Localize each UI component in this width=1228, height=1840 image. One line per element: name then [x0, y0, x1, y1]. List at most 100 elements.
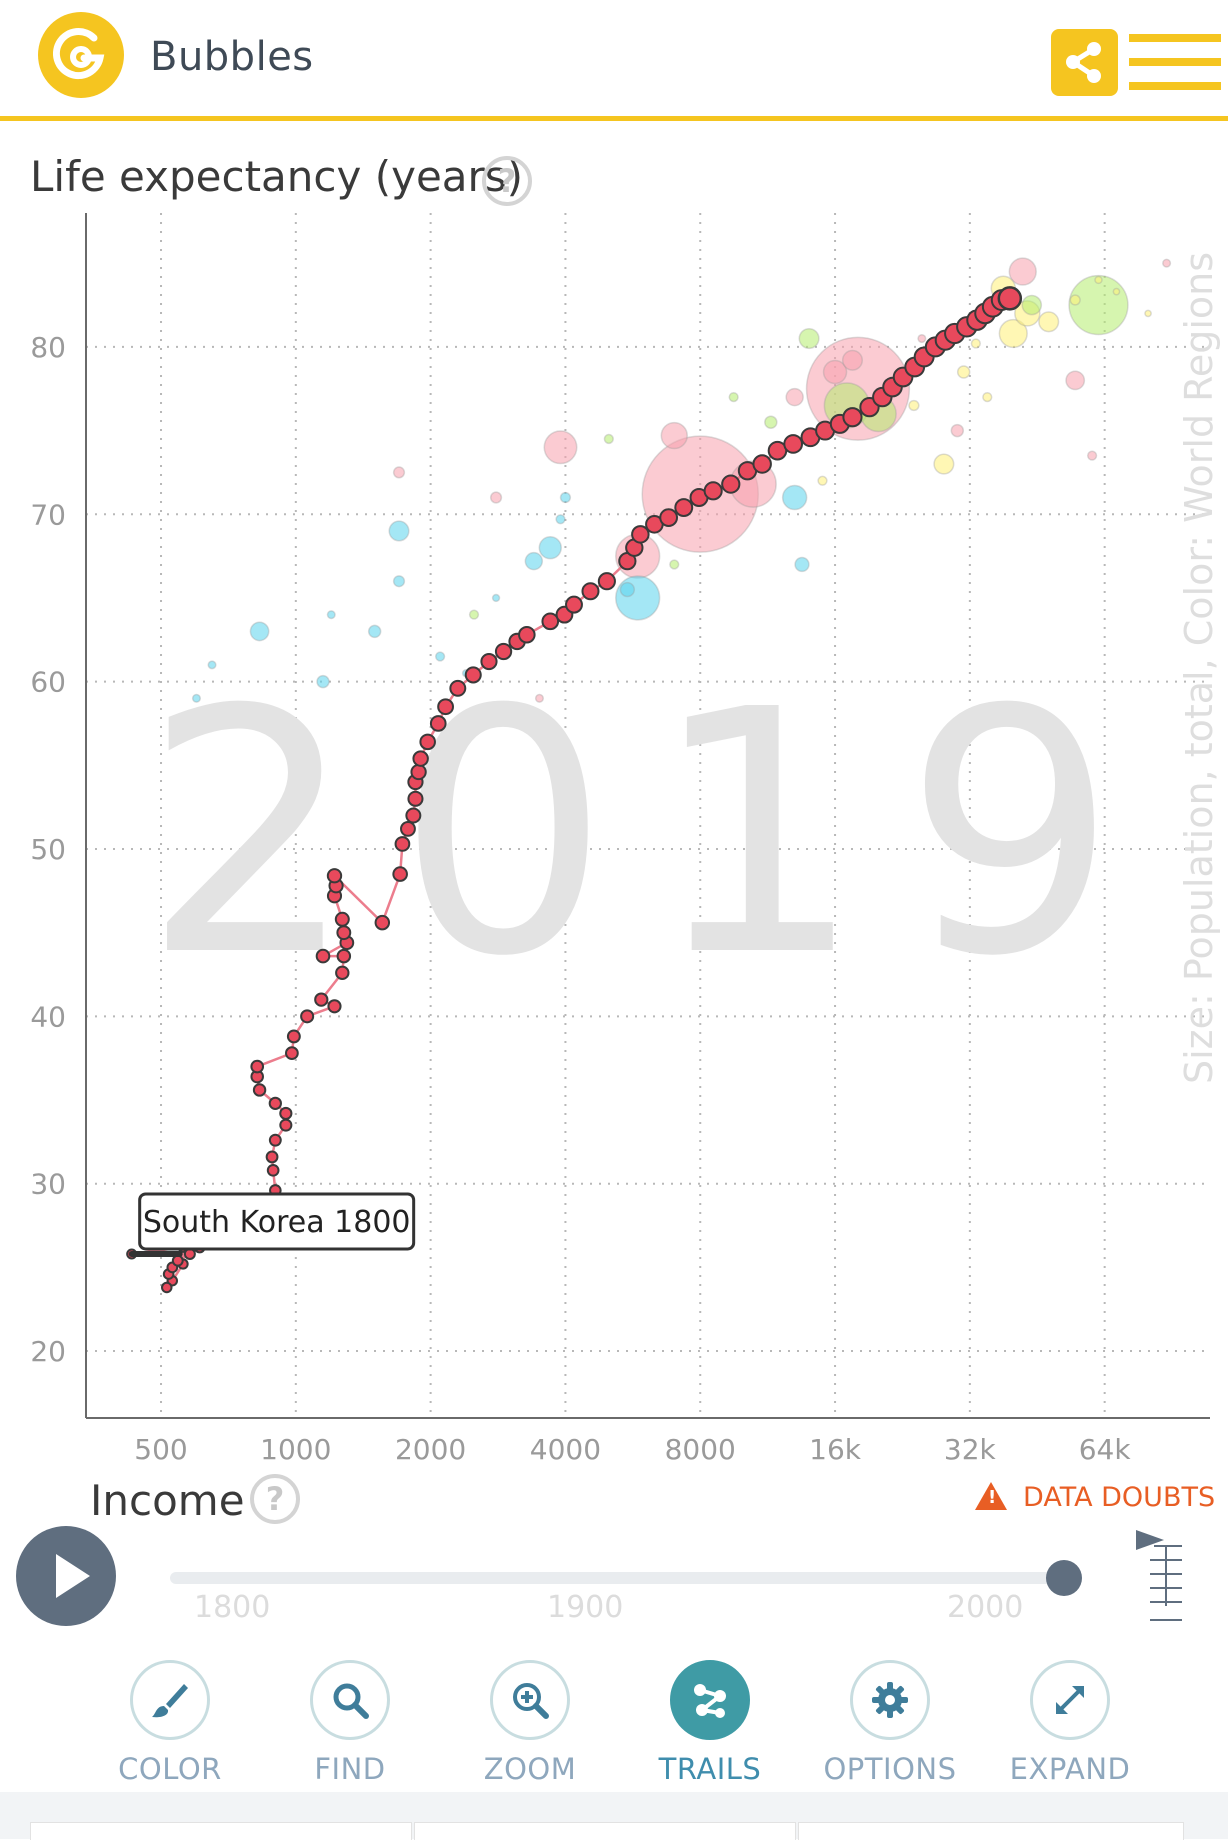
trail-point[interactable]	[400, 820, 416, 837]
trail-point[interactable]	[437, 698, 454, 716]
bubble-layer[interactable]	[191, 257, 1172, 703]
trail-point[interactable]	[464, 666, 482, 684]
speed-control-icon[interactable]	[1134, 1530, 1184, 1626]
country-bubble[interactable]	[998, 318, 1028, 349]
trail-point[interactable]	[300, 1009, 315, 1024]
country-bubble[interactable]	[841, 349, 864, 371]
trail-point[interactable]	[183, 1248, 196, 1260]
country-bubble[interactable]	[543, 430, 578, 465]
trail-point[interactable]	[336, 925, 352, 941]
trail-point[interactable]	[581, 582, 600, 601]
country-bubble[interactable]	[982, 391, 993, 403]
country-bubble[interactable]	[817, 475, 828, 486]
play-button[interactable]	[16, 1526, 116, 1626]
country-bubble[interactable]	[798, 327, 820, 350]
trail-point[interactable]	[631, 525, 650, 544]
trail-point[interactable]	[161, 1281, 173, 1294]
trail-point[interactable]	[410, 763, 427, 781]
country-bubble[interactable]	[669, 559, 680, 570]
country-bubble[interactable]	[950, 423, 965, 438]
country-bubble[interactable]	[1065, 370, 1086, 391]
trail-point[interactable]	[374, 914, 391, 931]
country-bubble[interactable]	[781, 484, 808, 511]
country-bubble[interactable]	[1144, 309, 1152, 318]
country-bubble[interactable]	[489, 491, 503, 504]
trail-point[interactable]	[335, 965, 350, 981]
trail-point[interactable]	[674, 498, 694, 517]
trail-point[interactable]	[286, 1029, 301, 1044]
country-bubble[interactable]	[970, 338, 981, 349]
trail-point[interactable]	[659, 508, 679, 527]
trail-point[interactable]	[279, 1106, 293, 1120]
country-bubble[interactable]	[764, 415, 778, 429]
country-bubble[interactable]	[538, 536, 562, 560]
trail-point[interactable]	[336, 948, 352, 964]
trail-point[interactable]	[250, 1059, 265, 1074]
trail-point[interactable]	[419, 733, 436, 751]
size-color-label[interactable]: Size: Population, total, Color: World Re…	[1177, 252, 1221, 1084]
country-bubble[interactable]	[785, 387, 804, 407]
trail-point[interactable]	[752, 454, 772, 474]
country-bubble[interactable]	[956, 365, 971, 379]
trail-point[interactable]	[284, 1046, 299, 1061]
trails-button[interactable]: TRAILS	[620, 1660, 800, 1786]
trail-point[interactable]	[265, 1150, 279, 1164]
country-bubble[interactable]	[619, 581, 636, 598]
hamburger-menu-icon[interactable]	[1129, 34, 1221, 92]
country-bubble[interactable]	[1094, 275, 1103, 285]
trail-point[interactable]	[429, 715, 447, 732]
country-bubble[interactable]	[468, 609, 480, 620]
trail-point[interactable]	[721, 474, 741, 494]
data-doubts-link[interactable]: DATA DOUBTS	[975, 1482, 1215, 1513]
trail-point[interactable]	[327, 999, 342, 1014]
country-bubble[interactable]	[1162, 258, 1172, 268]
country-bubble[interactable]	[191, 693, 202, 703]
country-bubble[interactable]	[1112, 287, 1121, 296]
country-bubble[interactable]	[1038, 311, 1060, 333]
trail-point[interactable]	[494, 642, 513, 661]
country-bubble[interactable]	[555, 514, 566, 525]
y-axis-title[interactable]: Life expectancy (years)	[30, 152, 524, 201]
country-bubble[interactable]	[1086, 450, 1098, 461]
trail-point[interactable]	[268, 1096, 282, 1111]
country-bubble[interactable]	[534, 693, 545, 703]
country-bubble[interactable]	[1008, 257, 1037, 286]
x-axis-help-icon[interactable]: ?	[250, 1474, 300, 1524]
country-bubble[interactable]	[908, 399, 920, 412]
country-bubble[interactable]	[933, 453, 955, 475]
trail-tooltip[interactable]: South Korea 1800	[128, 1192, 416, 1257]
trail-point[interactable]	[407, 790, 424, 807]
current-country-bubble[interactable]	[997, 286, 1023, 311]
country-bubble[interactable]	[249, 621, 270, 642]
trail-point[interactable]	[405, 807, 422, 824]
country-bubble[interactable]	[388, 520, 410, 542]
trail-point[interactable]	[412, 750, 429, 767]
y-axis-help-icon[interactable]: ?	[482, 156, 532, 206]
share-button[interactable]	[1051, 29, 1118, 96]
country-bubble[interactable]	[434, 651, 446, 662]
bubble-chart[interactable]: 2019 Size: Population, total, Color: Wor…	[0, 200, 1228, 1460]
country-bubble[interactable]	[367, 624, 382, 639]
trail-point[interactable]	[480, 652, 498, 671]
color-button[interactable]: COLOR	[80, 1660, 260, 1786]
trail-point[interactable]	[518, 625, 536, 644]
trail-point[interactable]	[783, 434, 804, 454]
trail-point[interactable]	[279, 1118, 293, 1132]
timeline-track[interactable]	[170, 1572, 1066, 1584]
trail-point[interactable]	[252, 1083, 267, 1097]
options-button[interactable]: OPTIONS	[800, 1660, 980, 1786]
trail-point[interactable]	[326, 868, 343, 884]
country-bubble[interactable]	[326, 610, 336, 620]
gapminder-logo-icon[interactable]	[38, 12, 124, 98]
trail-point[interactable]	[268, 1133, 282, 1147]
bottom-card[interactable]	[798, 1822, 1184, 1840]
country-bubble[interactable]	[615, 575, 661, 621]
country-bubble[interactable]	[728, 391, 739, 403]
trail-point[interactable]	[266, 1163, 280, 1177]
trail-point[interactable]	[703, 481, 723, 501]
x-axis-title[interactable]: Income	[90, 1476, 245, 1525]
trail-point[interactable]	[334, 911, 350, 927]
find-button[interactable]: FIND	[260, 1660, 440, 1786]
trail-point[interactable]	[394, 836, 411, 852]
country-bubble[interactable]	[822, 359, 848, 385]
